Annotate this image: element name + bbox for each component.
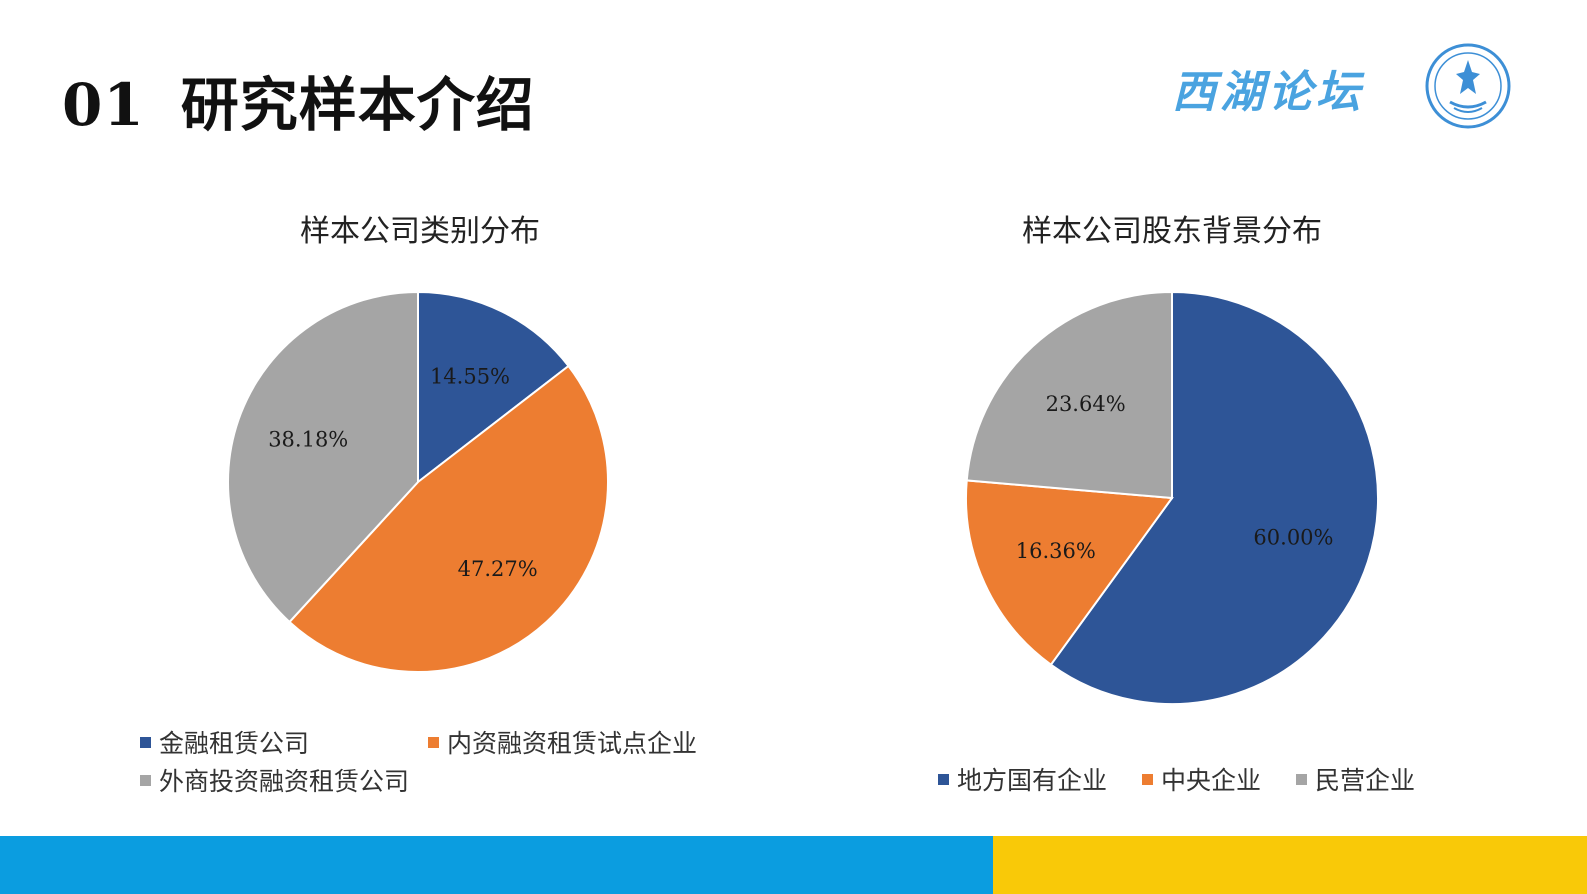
slice-data-label: 23.64% bbox=[1046, 392, 1126, 416]
legend-label: 中央企业 bbox=[1161, 766, 1262, 795]
legend-swatch bbox=[428, 736, 439, 748]
legend-label: 地方国有企业 bbox=[957, 766, 1108, 795]
pie-slice bbox=[417, 290, 570, 485]
slice-data-label: 14.55% bbox=[430, 364, 510, 388]
footer-bar-yellow bbox=[993, 836, 1587, 894]
pie-slice bbox=[965, 479, 1174, 667]
legend-swatch bbox=[140, 736, 151, 748]
section-number: 01 bbox=[62, 71, 145, 139]
forum-emblem-icon bbox=[1425, 43, 1511, 129]
section-title: 研究样本介绍 bbox=[180, 71, 535, 139]
legend-item: 内资融资租赁试点企业 bbox=[428, 724, 697, 760]
footer-bar-blue bbox=[0, 836, 993, 894]
pie-slice bbox=[965, 290, 1173, 500]
brand-logo-text: 西湖论坛 bbox=[1172, 67, 1364, 118]
pie-slice bbox=[288, 364, 609, 673]
legend-swatch bbox=[1296, 773, 1307, 785]
chart-title-shareholder: 样本公司股东背景分布 bbox=[1022, 214, 1322, 249]
legend-swatch bbox=[1142, 773, 1153, 785]
legend-item: 中央企业 bbox=[1142, 761, 1261, 797]
pie-slice bbox=[227, 290, 419, 624]
legend-label: 民营企业 bbox=[1315, 766, 1416, 795]
slice-data-label: 38.18% bbox=[268, 427, 348, 451]
slice-data-label: 60.00% bbox=[1253, 525, 1333, 549]
legend-item: 地方国有企业 bbox=[938, 761, 1107, 797]
legend-item: 金融租赁公司 bbox=[140, 724, 309, 760]
chart-title-category: 样本公司类别分布 bbox=[300, 214, 540, 249]
legend-label: 外商投资融资租赁公司 bbox=[159, 767, 410, 796]
legend-swatch bbox=[140, 774, 151, 786]
slice-data-label: 47.27% bbox=[458, 557, 538, 581]
slide-title: 01 研究样本介绍 bbox=[62, 58, 535, 142]
legend-item: 外商投资融资租赁公司 bbox=[140, 762, 409, 798]
pie-slice bbox=[1049, 290, 1380, 705]
slice-data-label: 16.36% bbox=[1016, 539, 1096, 563]
legend-item: 民营企业 bbox=[1296, 761, 1415, 797]
legend-label: 内资融资租赁试点企业 bbox=[447, 729, 698, 758]
legend-label: 金融租赁公司 bbox=[159, 729, 310, 758]
legend-swatch bbox=[938, 773, 949, 785]
